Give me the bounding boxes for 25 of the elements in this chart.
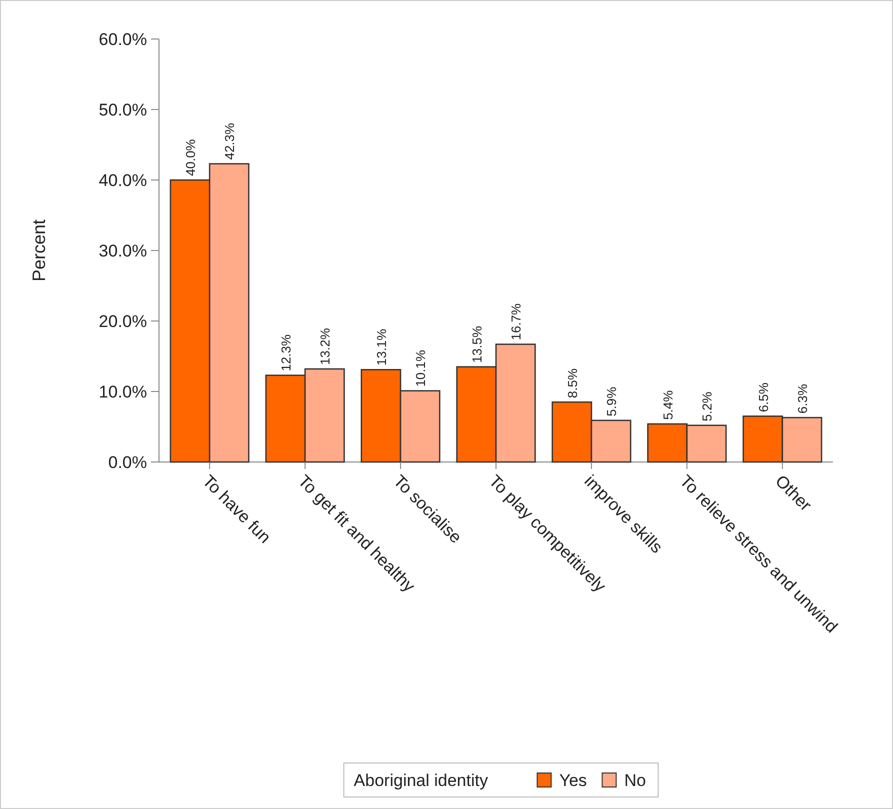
data-label: 10.1% — [413, 349, 428, 387]
y-tick-label: 60.0% — [98, 30, 147, 49]
data-label: 40.0% — [183, 138, 198, 176]
legend-label: Yes — [559, 770, 587, 790]
data-label: 13.2% — [318, 328, 333, 365]
data-label: 13.1% — [374, 328, 389, 366]
data-label: 13.5% — [469, 326, 484, 363]
y-tick-label: 20.0% — [98, 312, 147, 331]
data-label: 8.5% — [564, 368, 580, 398]
data-label: 16.7% — [508, 302, 524, 340]
legend-title: Aboriginal identity — [354, 770, 488, 790]
y-tick-label: 10.0% — [98, 382, 147, 402]
data-label: 5.4% — [660, 390, 676, 420]
data-label: 6.5% — [756, 382, 771, 412]
data-label: 6.3% — [794, 384, 810, 414]
y-tick-label: 0.0% — [108, 452, 147, 472]
data-label: 42.3% — [222, 122, 238, 160]
y-axis-title: Percent — [29, 219, 49, 282]
data-label: 5.2% — [700, 391, 715, 422]
y-tick-label: 30.0% — [98, 241, 147, 260]
data-label: 12.3% — [278, 334, 294, 372]
legend-label: No — [624, 770, 646, 790]
data-label: 5.9% — [604, 386, 620, 416]
y-tick-label: 40.0% — [98, 170, 147, 190]
y-tick-label: 50.0% — [98, 100, 147, 120]
